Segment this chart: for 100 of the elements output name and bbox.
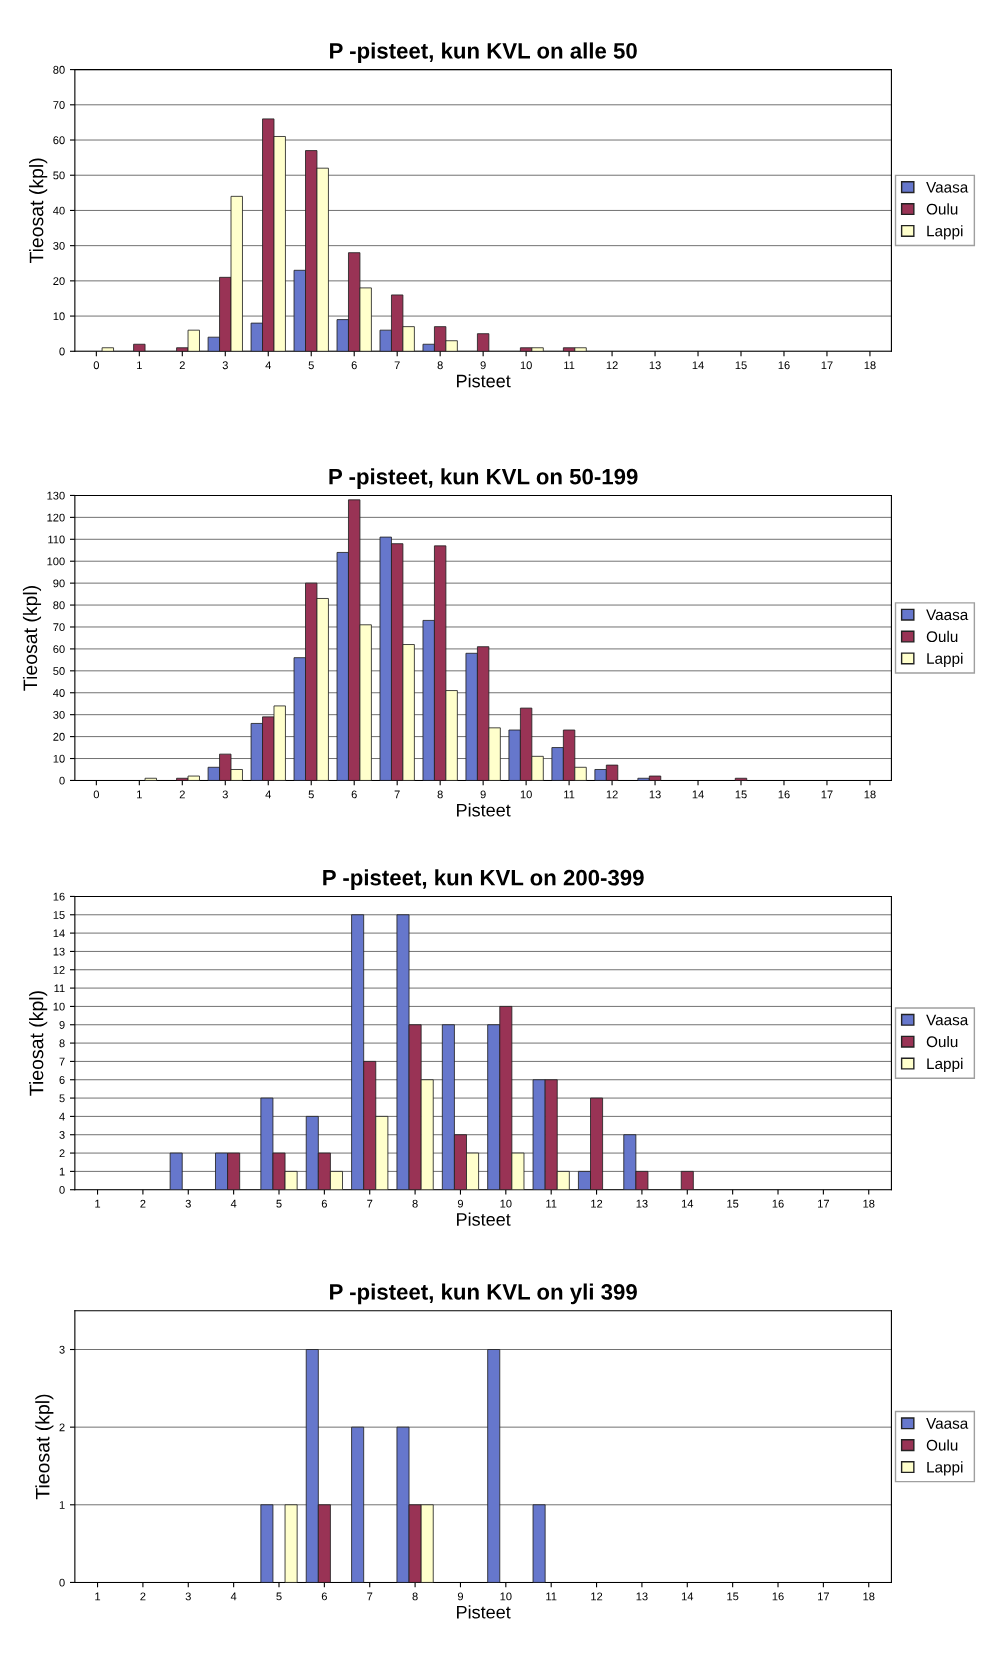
x-tick-label: 0	[93, 361, 99, 370]
x-tick-label: 1	[95, 1592, 101, 1601]
x-tick-label: 2	[140, 1199, 146, 1208]
y-tick-label: 12	[53, 966, 65, 974]
x-tick-label: 10	[500, 1592, 512, 1601]
y-tick-label: 100	[47, 557, 65, 566]
legend-label: Vaasa	[926, 609, 969, 621]
x-tick-label: 11	[546, 1199, 557, 1208]
x-axis-title: Pisteet	[457, 374, 511, 388]
x-tick-label: 10	[520, 790, 532, 799]
x-tick-label: 14	[692, 361, 704, 370]
y-tick-label: 8	[59, 1039, 65, 1048]
bar	[284, 1504, 298, 1583]
x-tick-label: 18	[864, 361, 876, 370]
x-axis-title: Pisteet	[457, 1212, 511, 1226]
bar	[487, 1349, 501, 1583]
y-tick-label: 0	[59, 1578, 65, 1587]
y-tick-label: 2	[59, 1423, 65, 1432]
x-tick-label: 12	[606, 790, 618, 799]
x-tick-label: 7	[367, 1199, 373, 1208]
y-tick-label: 6	[59, 1076, 65, 1084]
x-tick-label: 0	[93, 790, 99, 799]
x-tick-label: 18	[863, 1199, 875, 1208]
x-axis-title: Pisteet	[457, 1605, 511, 1619]
x-tick-label: 13	[649, 790, 661, 799]
x-axis-title: Pisteet	[457, 803, 511, 817]
x-tick-label: 9	[457, 1592, 464, 1601]
bar	[532, 1504, 546, 1583]
y-tick-label: 3	[59, 1345, 65, 1354]
x-tick-label: 4	[265, 790, 272, 799]
x-tick-label: 1	[95, 1199, 101, 1208]
bar	[101, 347, 114, 352]
y-tick-label: 130	[47, 491, 65, 500]
x-tick-label: 15	[727, 1592, 739, 1601]
x-tick-label: 14	[681, 1592, 694, 1601]
bar	[680, 1170, 694, 1190]
x-tick-label: 5	[276, 1199, 282, 1208]
y-tick-label: 1	[59, 1501, 65, 1509]
x-tick-label: 2	[179, 790, 185, 799]
x-tick-label: 6	[321, 1199, 327, 1208]
y-tick-label: 2	[59, 1149, 65, 1158]
y-tick-label: 10	[53, 1002, 65, 1011]
chart-title: P -pisteet, kun KVL on yli 399	[330, 1283, 637, 1305]
x-tick-label: 5	[308, 790, 314, 799]
y-tick-label: 50	[53, 171, 65, 180]
x-tick-label: 3	[222, 361, 228, 370]
y-tick-label: 5	[59, 1094, 65, 1103]
x-tick-label: 12	[606, 361, 618, 370]
x-tick-label: 13	[636, 1199, 648, 1208]
legend-label: Lappi	[927, 1057, 963, 1073]
y-tick-label: 14	[53, 929, 65, 938]
y-tick-label: 70	[53, 623, 65, 632]
y-tick-label: 15	[53, 911, 65, 919]
legend-label: Oulu	[926, 630, 958, 643]
y-tick-label: 80	[53, 601, 65, 610]
y-tick-label: 10	[53, 754, 65, 763]
y-tick-label: 0	[59, 1185, 65, 1194]
legend-label: Oulu	[926, 1035, 958, 1048]
y-tick-label: 0	[59, 776, 65, 785]
x-tick-label: 8	[412, 1199, 418, 1208]
x-tick-label: 15	[735, 361, 747, 370]
bar	[260, 1504, 274, 1583]
x-tick-label: 6	[351, 361, 357, 370]
y-tick-label: 30	[53, 710, 65, 719]
y-tick-label: 13	[53, 947, 65, 956]
x-tick-label: 12	[591, 1592, 603, 1601]
x-tick-label: 10	[500, 1199, 512, 1208]
x-tick-label: 14	[681, 1199, 694, 1208]
y-tick-label: 11	[54, 984, 65, 993]
x-tick-label: 16	[772, 1199, 784, 1208]
y-tick-label: 60	[53, 645, 65, 654]
x-tick-label: 2	[179, 361, 185, 370]
x-tick-label: 6	[351, 790, 357, 799]
x-tick-label: 9	[457, 1199, 464, 1208]
x-tick-label: 4	[265, 361, 272, 370]
x-tick-label: 7	[367, 1592, 373, 1601]
x-tick-label: 13	[636, 1592, 648, 1601]
y-tick-label: 9	[59, 1021, 65, 1029]
x-tick-label: 7	[394, 790, 400, 799]
y-tick-label: 30	[53, 241, 65, 250]
y-tick-label: 1	[59, 1167, 65, 1176]
legend-label: Oulu	[926, 1439, 958, 1451]
y-tick-label: 7	[59, 1057, 65, 1066]
x-tick-label: 9	[480, 790, 486, 799]
y-tick-label: 0	[59, 347, 65, 356]
x-tick-label: 13	[649, 361, 661, 370]
legend-label: Vaasa	[926, 1014, 969, 1026]
x-tick-label: 16	[778, 790, 790, 799]
y-axis-title: Tieosat (kpl)	[35, 1394, 54, 1500]
x-tick-label: 17	[818, 1592, 829, 1601]
x-tick-label: 5	[276, 1592, 282, 1601]
x-tick-label: 8	[437, 361, 443, 370]
y-axis-title: Tieosat (kpl)	[29, 991, 48, 1096]
x-tick-label: 7	[394, 361, 400, 370]
bar	[351, 1426, 365, 1583]
x-tick-label: 3	[185, 1199, 191, 1208]
y-tick-label: 70	[53, 101, 65, 109]
x-tick-label: 11	[546, 1592, 557, 1601]
x-tick-label: 4	[230, 1199, 237, 1208]
y-tick-label: 16	[53, 892, 65, 901]
